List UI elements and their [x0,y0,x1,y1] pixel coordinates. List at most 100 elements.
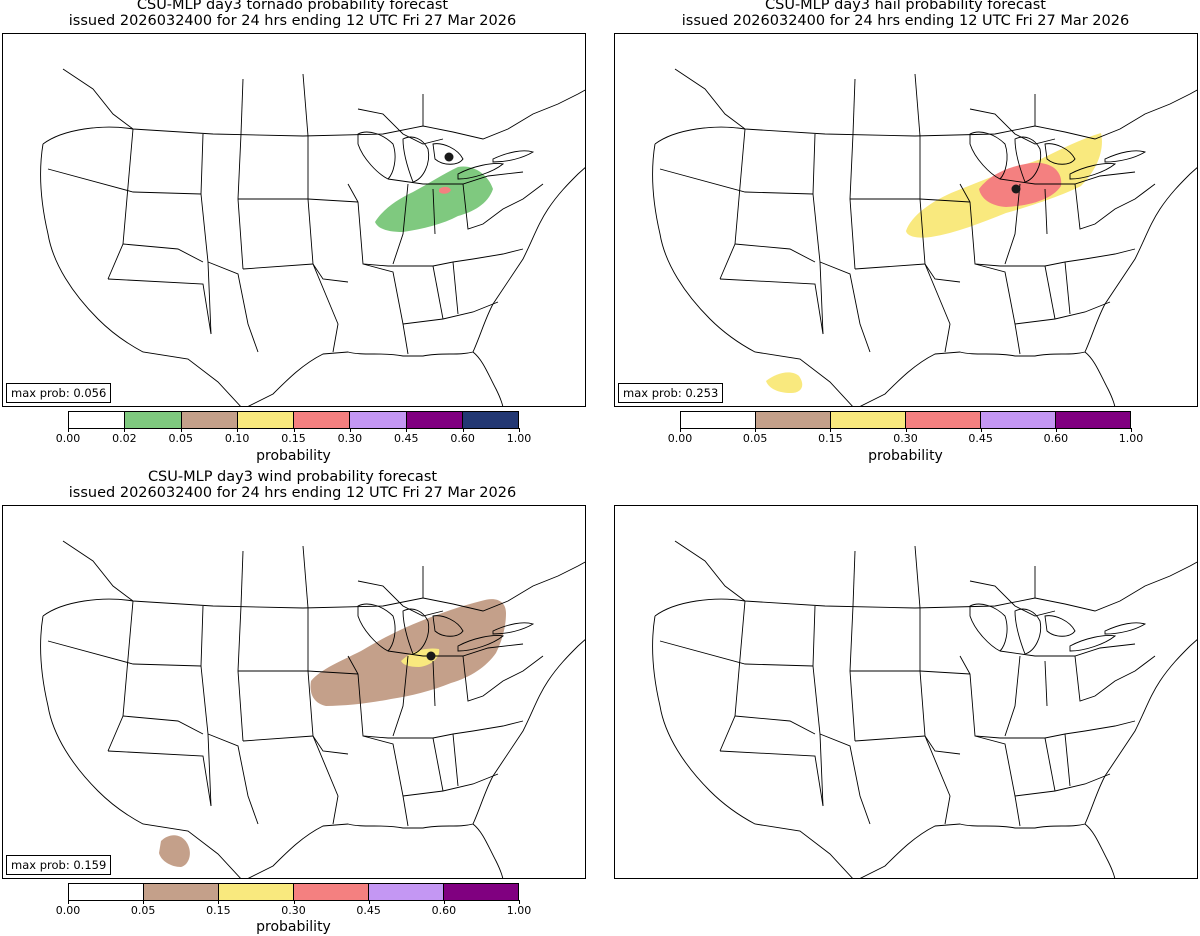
boundary-line [1064,733,1071,787]
wind-title: CSU-MLP day3 wind probability forecast i… [0,469,585,501]
hail-map: max prob: 0.253 [614,33,1198,407]
colorbar-segment [125,412,182,428]
colorbar-segment [219,884,294,900]
boundary-line [240,78,244,135]
boundary-line [347,183,389,267]
boundary-line [674,540,746,602]
colorbar-tick-mark [68,428,69,432]
colorbar-tick-label: 0.60 [450,432,475,445]
colorbar-tick-mark [830,428,832,432]
boundary-line [402,136,430,183]
boundary-line [812,605,824,807]
hail-title-line1: CSU-MLP day3 hail probability forecast [765,0,1046,13]
boundary-line [914,73,921,137]
boundary-line [849,605,856,742]
wind-colorbar-ticks: 0.00 0.05 0.15 0.30 0.45 0.60 1.00 [56,900,531,920]
boundary-line [247,823,504,878]
hail-max-prob: max prob: 0.253 [618,383,724,403]
boundary-line [852,550,856,607]
boundary-line [238,198,359,203]
boundary-line [432,737,444,792]
colorbar-tick-mark [406,428,408,432]
hail-title-line2: issued 2026032400 for 24 hrs ending 12 U… [681,13,1130,29]
boundary-line [999,643,1136,657]
boundary-line [1044,737,1056,792]
colorbar-tick-mark [443,900,445,904]
colorbar-segment [69,884,144,900]
boundary-line [854,263,926,270]
colorbar-tick-mark [680,428,681,432]
boundary-line [62,540,134,602]
tornado-title: CSU-MLP day3 tornado probability forecas… [0,0,585,29]
tornado-colorbar-label: probability [256,448,331,464]
colorbar-tick-mark [293,428,295,432]
colorbar-segment [444,884,518,900]
boundary-line [969,131,1008,180]
map-canvas [40,68,585,406]
boundary-line [959,183,1001,267]
map-canvas [652,540,1197,878]
boundary-line [1064,261,1071,315]
colorbar-segment [981,412,1056,428]
boundary-line [1000,248,1136,267]
colorbar-tick-mark [293,900,295,904]
boundary-line [659,640,814,667]
colorbar-tick-mark [218,900,220,904]
map-canvas [652,68,1197,406]
colorbar-tick-label: 0.00 [667,432,693,445]
wind-colorbar [68,883,519,901]
colorbar-tick-mark [237,428,239,432]
boundary-line [1084,639,1197,825]
boundary-line [1000,720,1136,739]
colorbar-tick-label: 0.45 [356,904,381,917]
boundary-line [974,735,1021,827]
wind-max-prob: max prob: 0.159 [6,855,112,875]
tornado-colorbar [68,411,519,429]
boundary-line [432,188,436,235]
boundary-line [457,163,505,180]
boundary-line [357,603,396,652]
boundary-line [719,750,824,807]
colorbar-tick-mark [1131,428,1132,432]
boundary-line [1044,265,1056,320]
boundary-line [392,183,409,265]
colorbar-tick-label: 0.05 [130,904,156,917]
boundary-line [812,133,824,335]
colorbar-tick-label: 0.05 [742,432,768,445]
boundary-line [819,733,871,825]
colorbar-segment [462,412,518,428]
boundary-line [402,301,499,325]
colorbar-segment [69,412,126,428]
boundary-line [654,89,1197,145]
colorbar-tick-mark [1055,428,1057,432]
colorbar-tick-label: 0.15 [818,432,843,445]
tornado-map: max prob: 0.056 [2,33,586,407]
boundary-line [200,133,212,335]
probability-area [766,372,803,393]
boundary-line [237,605,244,742]
boundary-line [462,183,544,230]
boundary-line [238,670,359,675]
boundary-line [47,168,202,195]
boundary-line [924,735,951,825]
boundary-line [1074,655,1156,702]
boundary-line [40,615,241,878]
colorbar-segment [1056,412,1130,428]
colorbar-tick-label: 0.10 [224,432,250,445]
boundary-line [659,168,814,195]
boundary-line [388,248,524,267]
colorbar-segment [406,412,463,428]
colorbar-tick-mark [519,900,520,904]
colorbar-segment [144,884,219,900]
boundary-line [1004,655,1021,737]
boundary-line [819,261,871,353]
colorbar-tick-mark [755,428,757,432]
colorbar-tick-label: 0.60 [431,904,457,917]
boundary-line [402,608,430,655]
boundary-line [312,263,339,353]
boundary-line [472,167,585,353]
colorbar-tick-label: 0.00 [55,904,81,917]
colorbar-tick-label: 0.30 [337,432,363,445]
colorbar-tick-label: 0.00 [55,432,81,445]
boundary-line [107,128,134,280]
